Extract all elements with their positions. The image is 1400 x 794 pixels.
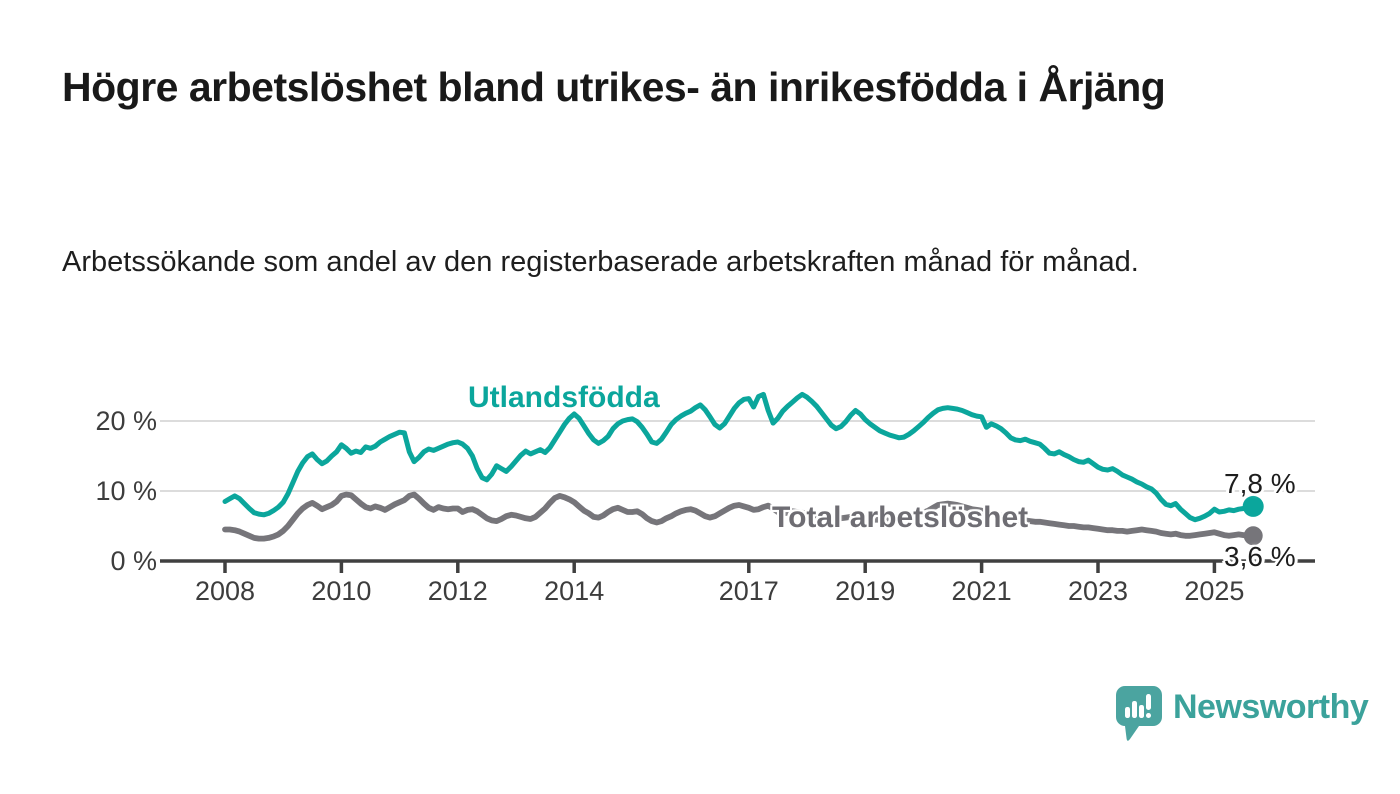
y-axis-tick-0: 0 %: [110, 546, 157, 576]
y-axis-tick-10: 10 %: [95, 476, 157, 506]
newsworthy-logo-icon: [1116, 686, 1162, 741]
line-series-utlandsfodda: [222, 391, 1256, 523]
end-value-label-utlandsfodda: 7,8 %: [1224, 468, 1296, 499]
end-dot-total: [1243, 526, 1263, 546]
x-axis-tick-label-2019: 2019: [835, 576, 896, 606]
x-axis-tick-label-2014: 2014: [544, 576, 605, 606]
x-axis-tick-label-2017: 2017: [718, 576, 779, 606]
end-dot-utlandsfodda: [1242, 495, 1264, 517]
x-axis-tick-label-2008: 2008: [194, 576, 256, 606]
logo-bar-3: [1139, 705, 1144, 718]
newsworthy-wordmark: Newsworthy: [1173, 688, 1369, 726]
y-axis-tick-20: 20 %: [95, 406, 157, 436]
logo-bar-1: [1125, 707, 1130, 718]
chart-subtitle: Arbetssökande som andel av den registerb…: [62, 246, 1139, 278]
series-label-total-arbetsloshet: Total arbetslöshet: [772, 501, 1029, 534]
page-title: Högre arbetslöshet bland utrikes- än inr…: [62, 64, 1166, 110]
newsworthy-branding: Newsworthy: [1115, 685, 1369, 743]
line-series-total: [222, 491, 1257, 542]
x-axis-tick-label-2023: 2023: [1067, 576, 1129, 606]
end-value-label-total: 3,6 %: [1224, 541, 1296, 572]
logo-exclamation-dot: [1146, 713, 1151, 718]
x-axis-tick-label-2010: 2010: [311, 576, 372, 606]
x-axis-tick-label-2025: 2025: [1184, 576, 1245, 606]
series-label-utlandsfodda: Utlandsfödda: [468, 381, 660, 414]
logo-bar-2: [1132, 701, 1137, 718]
x-axis-tick-label-2012: 2012: [427, 576, 488, 606]
x-axis-tick-label-2021: 2021: [951, 576, 1012, 606]
logo-exclamation-stem: [1146, 694, 1151, 710]
